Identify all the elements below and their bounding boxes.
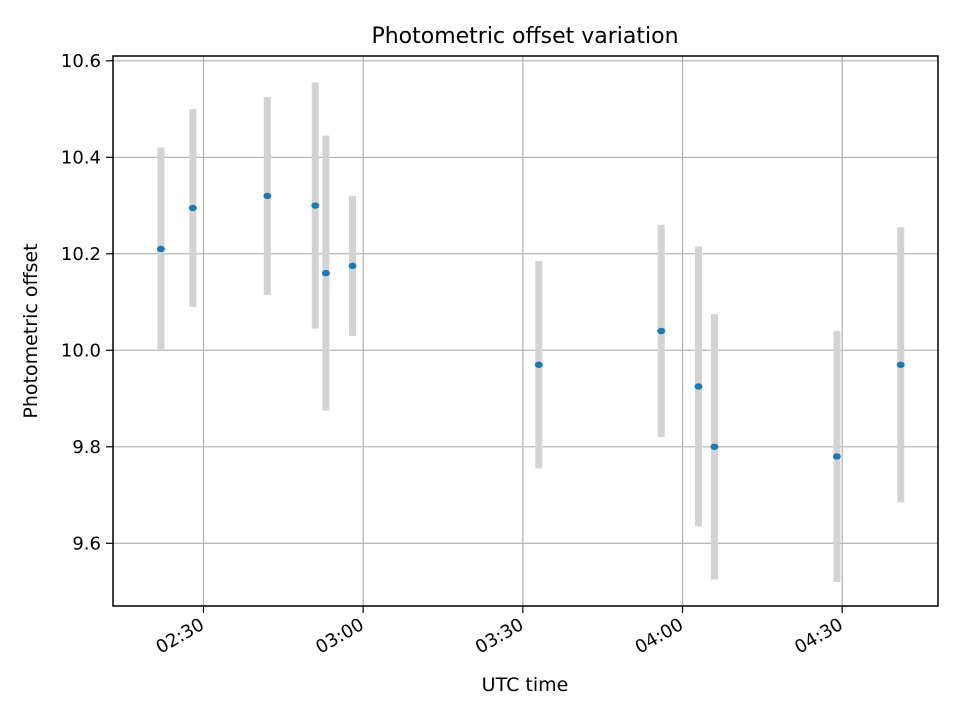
data-points (156, 192, 905, 460)
y-tick-label: 9.8 (72, 437, 101, 458)
data-point (657, 327, 666, 335)
data-point (311, 202, 320, 209)
data-point (188, 204, 197, 212)
chart-title: Photometric offset variation (371, 24, 678, 49)
data-point (348, 262, 357, 270)
y-tick-label: 10.4 (61, 147, 101, 168)
data-point (156, 245, 165, 253)
axes-frame (112, 55, 939, 607)
data-point (321, 269, 330, 277)
data-point (534, 361, 543, 368)
grid-lines (113, 56, 938, 606)
y-tick-label: 10.6 (61, 51, 101, 72)
x-axis-label: UTC time (482, 674, 569, 696)
data-point (710, 443, 719, 450)
y-axis-ticks: 9.6 9.8 10.0 10.2 10.4 10.6 (61, 51, 113, 554)
data-point (263, 192, 272, 200)
y-axis-label: Photometric offset (20, 243, 42, 418)
data-point (832, 453, 841, 460)
y-tick-label: 10.0 (61, 340, 101, 361)
y-tick-label: 9.6 (72, 533, 101, 554)
data-point (694, 383, 703, 390)
data-point (896, 361, 905, 368)
y-tick-label: 10.2 (61, 244, 101, 265)
